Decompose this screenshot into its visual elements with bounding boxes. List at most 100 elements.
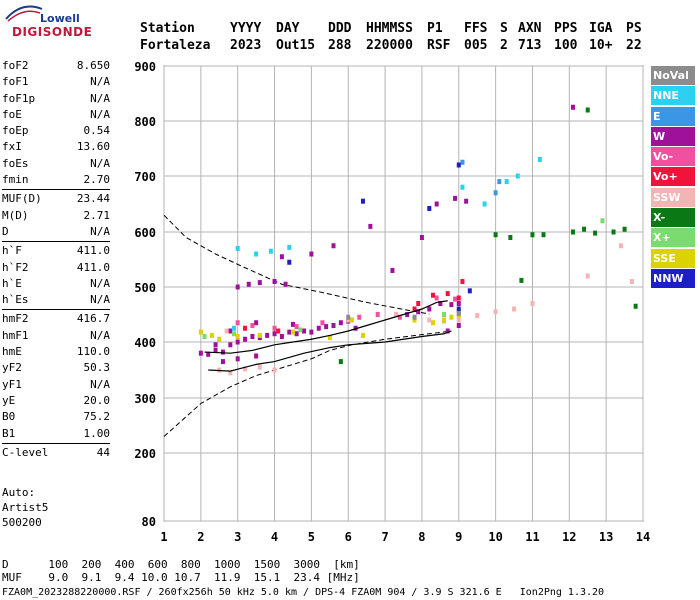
point-w	[427, 306, 432, 312]
point-w	[213, 347, 218, 353]
param-name: B0	[2, 410, 16, 424]
footer-value: 1500	[247, 558, 281, 571]
profile-curve	[204, 300, 448, 354]
footer-row: D 100 200 400 600 800 1000 1500 3000 [km…	[2, 558, 360, 571]
point-vo-	[272, 325, 277, 331]
point-w	[235, 339, 240, 345]
param-row: h`E N/A	[2, 276, 110, 292]
point-nne	[254, 251, 259, 257]
point-w	[434, 201, 439, 207]
param-separator	[2, 189, 110, 191]
header-value: 288	[328, 38, 352, 53]
param-value: N/A	[90, 75, 110, 89]
point-nnw	[456, 306, 461, 312]
header-value: Fortaleza	[140, 38, 211, 53]
header-value: 713	[518, 38, 542, 53]
param-row: foEs N/A	[2, 156, 110, 172]
x-tick-label: 1	[160, 530, 167, 544]
point-nne	[504, 179, 509, 185]
point-x-	[541, 232, 546, 238]
point-w	[213, 342, 218, 348]
x-tick-label: 8	[418, 530, 425, 544]
point-w	[220, 349, 225, 355]
legend-item-nnw: NNW	[651, 268, 695, 288]
point-w	[279, 334, 284, 339]
param-name: fmin	[2, 173, 29, 187]
header-label: FFS	[464, 21, 488, 36]
point-w	[331, 243, 336, 249]
x-tick-label: 10	[488, 530, 502, 544]
footer-value: 10.0	[141, 571, 168, 584]
point-nne	[482, 201, 487, 207]
point-nnw	[467, 288, 472, 294]
artist-version: Artist5	[2, 501, 49, 514]
header-label: Station	[140, 21, 195, 36]
header-value: 100	[554, 38, 578, 53]
point-sse	[235, 334, 240, 339]
point-w	[265, 332, 270, 338]
point-ssw	[427, 317, 432, 323]
plot-frame	[163, 65, 644, 522]
param-row: hmF1 N/A	[2, 328, 110, 344]
param-value: 1.00	[83, 426, 111, 440]
point-nne	[537, 157, 542, 162]
point-x+	[442, 312, 447, 317]
param-name: hmF1	[2, 328, 29, 342]
point-w	[302, 328, 307, 334]
x-tick-label: 7	[381, 530, 388, 544]
point-sse	[412, 317, 417, 323]
param-value: 110.0	[76, 345, 110, 359]
point-ssw	[224, 328, 229, 334]
point-w	[246, 281, 251, 287]
param-row: foEp 0.54	[2, 123, 110, 139]
point-x-	[611, 229, 616, 235]
y-tick-label: 400	[134, 336, 156, 350]
ionogram-chart: 1 2 3 4 5 6 7 8 9 10 11 12 13 14802003004005006007008…	[134, 60, 650, 544]
point-w	[290, 321, 295, 327]
point-w	[228, 328, 233, 334]
point-vo-	[434, 295, 439, 301]
param-row: foF1 N/A	[2, 74, 110, 90]
param-value: N/A	[90, 156, 110, 170]
param-row: fmin 2.70	[2, 172, 110, 188]
param-name: h`F2	[2, 260, 29, 274]
param-row: h`F2 411.0	[2, 260, 110, 276]
point-vo+	[456, 295, 461, 301]
point-x-	[593, 230, 598, 236]
point-x-	[570, 229, 575, 235]
header-label: IGA	[589, 21, 613, 36]
point-ssw	[512, 306, 517, 312]
param-value: N/A	[90, 328, 110, 342]
param-name: fxI	[2, 140, 22, 154]
point-w	[324, 324, 329, 330]
point-vo-	[320, 320, 325, 326]
y-tick-label: 500	[134, 281, 156, 295]
logo-lowell: Lowell	[40, 12, 80, 25]
point-w	[254, 320, 259, 326]
point-vo-	[250, 323, 255, 328]
point-vo+	[276, 328, 281, 334]
point-sse	[327, 335, 332, 341]
param-row: M(D) 2.71	[2, 208, 110, 224]
point-sse	[257, 332, 262, 338]
point-ssw	[456, 317, 461, 323]
x-tick-label: 2	[197, 530, 204, 544]
logo-digisonde: DIGISONDE	[12, 25, 93, 39]
param-separator	[2, 241, 110, 243]
header-value: 10+	[589, 38, 613, 53]
footer-value: 9.1	[74, 571, 102, 584]
point-nne	[460, 184, 465, 190]
param-value: 23.44	[76, 192, 110, 206]
point-e	[460, 159, 465, 165]
footer-value: 10.7	[174, 571, 201, 584]
digisonde-logo-swoosh	[5, 5, 43, 22]
point-w	[294, 331, 299, 337]
footer-value: 3000	[286, 558, 320, 571]
header-value: 22	[626, 38, 642, 53]
legend-item-vo+: Vo+	[651, 167, 695, 187]
param-row: fxI 13.60	[2, 139, 110, 155]
x-tick-label: 9	[455, 530, 462, 544]
legend-item-e: E	[651, 106, 695, 126]
point-vo-	[453, 296, 458, 302]
point-w	[250, 334, 255, 339]
